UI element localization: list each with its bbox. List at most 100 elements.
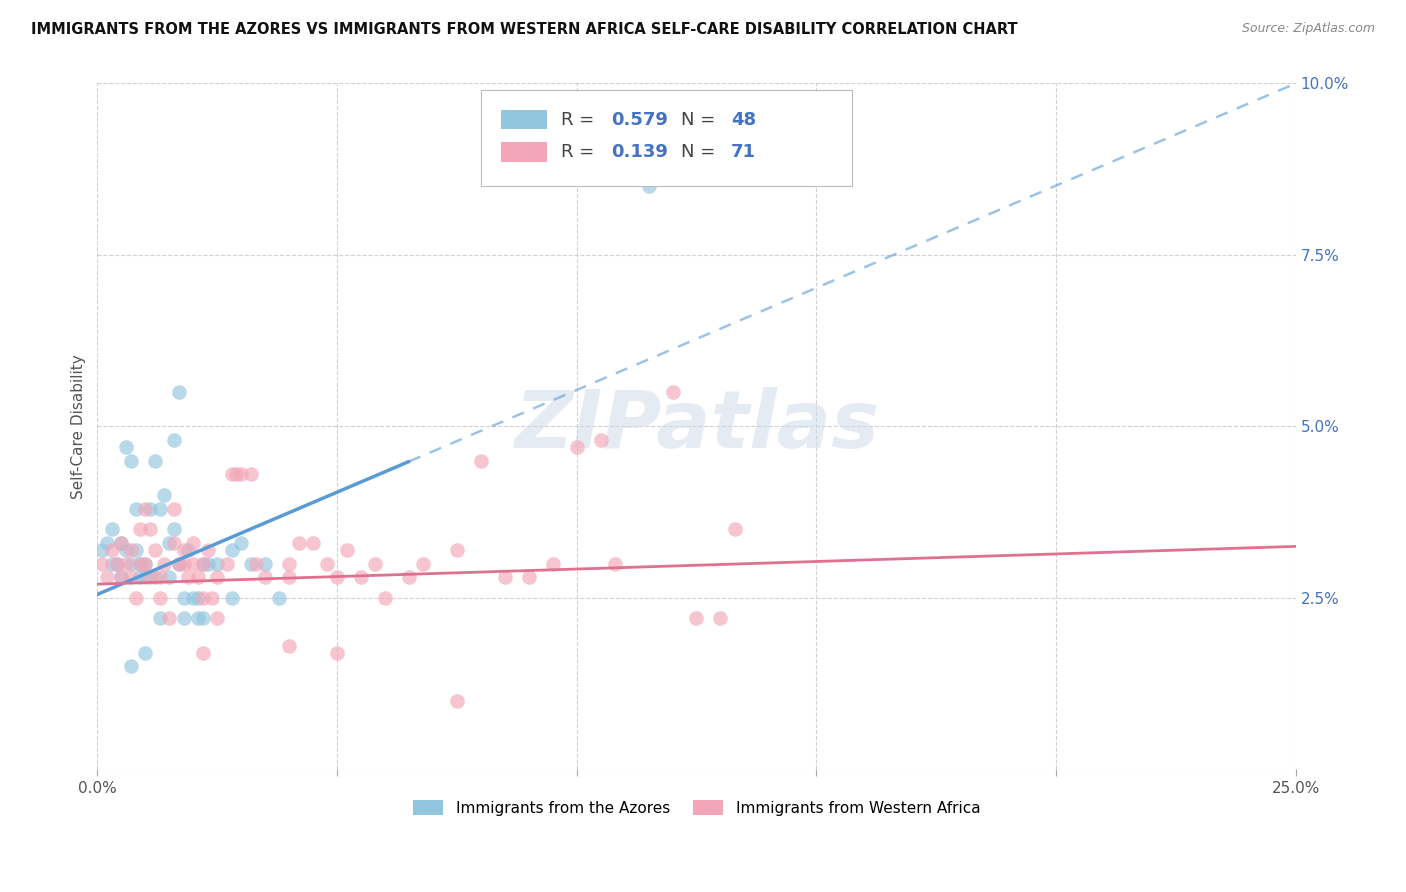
- Point: [100, 557, 122, 571]
- Point: [187, 570, 209, 584]
- Point: [661, 385, 683, 400]
- Text: Source: ZipAtlas.com: Source: ZipAtlas.com: [1241, 22, 1375, 36]
- Point: [278, 557, 301, 571]
- Legend: Immigrants from the Azores, Immigrants from Western Africa: Immigrants from the Azores, Immigrants f…: [405, 792, 988, 823]
- Point: [115, 557, 138, 571]
- Point: [191, 557, 214, 571]
- Point: [129, 522, 152, 536]
- Point: [149, 570, 172, 584]
- Point: [278, 639, 301, 653]
- Point: [110, 570, 132, 584]
- Text: N =: N =: [681, 143, 721, 161]
- Point: [221, 467, 243, 482]
- Point: [181, 591, 204, 605]
- Point: [181, 536, 204, 550]
- Text: R =: R =: [561, 111, 600, 128]
- Point: [91, 542, 114, 557]
- Point: [163, 433, 186, 447]
- Point: [494, 570, 516, 584]
- Text: R =: R =: [561, 143, 600, 161]
- Point: [105, 557, 128, 571]
- Point: [149, 611, 172, 625]
- Point: [541, 557, 564, 571]
- Point: [129, 557, 152, 571]
- Point: [269, 591, 291, 605]
- Point: [350, 570, 373, 584]
- Point: [197, 542, 219, 557]
- Point: [134, 646, 156, 660]
- Point: [398, 570, 420, 584]
- Text: 0.579: 0.579: [612, 111, 668, 128]
- Point: [125, 591, 148, 605]
- Point: [205, 570, 228, 584]
- Point: [589, 433, 612, 447]
- Point: [724, 522, 747, 536]
- Point: [221, 591, 243, 605]
- Point: [374, 591, 396, 605]
- Point: [231, 536, 253, 550]
- Point: [302, 536, 325, 550]
- Point: [239, 557, 262, 571]
- Point: [517, 570, 540, 584]
- Point: [364, 557, 387, 571]
- Point: [221, 542, 243, 557]
- Point: [143, 542, 166, 557]
- Point: [239, 467, 262, 482]
- Point: [167, 385, 190, 400]
- Point: [120, 659, 142, 673]
- Point: [173, 611, 195, 625]
- Point: [143, 570, 166, 584]
- Point: [446, 694, 468, 708]
- Point: [215, 557, 238, 571]
- Point: [709, 611, 731, 625]
- Point: [120, 453, 142, 467]
- Point: [100, 522, 122, 536]
- Point: [446, 542, 468, 557]
- Point: [120, 557, 142, 571]
- Text: N =: N =: [681, 111, 721, 128]
- Point: [96, 570, 118, 584]
- Y-axis label: Self-Care Disability: Self-Care Disability: [72, 354, 86, 499]
- Point: [225, 467, 247, 482]
- Point: [143, 453, 166, 467]
- Point: [205, 557, 228, 571]
- Point: [637, 179, 659, 194]
- Point: [91, 557, 114, 571]
- Point: [157, 611, 180, 625]
- Point: [149, 501, 172, 516]
- Point: [470, 453, 492, 467]
- Point: [96, 536, 118, 550]
- Point: [191, 557, 214, 571]
- Point: [120, 542, 142, 557]
- Point: [134, 501, 156, 516]
- Point: [167, 557, 190, 571]
- Point: [110, 536, 132, 550]
- Point: [201, 591, 224, 605]
- Point: [191, 611, 214, 625]
- Point: [181, 557, 204, 571]
- Point: [163, 522, 186, 536]
- Point: [197, 557, 219, 571]
- Point: [173, 542, 195, 557]
- Point: [153, 488, 176, 502]
- Point: [167, 557, 190, 571]
- Point: [100, 542, 122, 557]
- Point: [205, 611, 228, 625]
- Point: [326, 570, 349, 584]
- Point: [139, 522, 162, 536]
- Point: [110, 570, 132, 584]
- Point: [245, 557, 267, 571]
- Point: [278, 570, 301, 584]
- Point: [157, 536, 180, 550]
- Point: [139, 570, 162, 584]
- Point: [336, 542, 359, 557]
- Point: [254, 557, 277, 571]
- Point: [157, 570, 180, 584]
- Point: [326, 646, 349, 660]
- Point: [685, 611, 707, 625]
- Text: 0.139: 0.139: [612, 143, 668, 161]
- Point: [173, 591, 195, 605]
- Text: 48: 48: [731, 111, 756, 128]
- Point: [254, 570, 277, 584]
- Point: [412, 557, 434, 571]
